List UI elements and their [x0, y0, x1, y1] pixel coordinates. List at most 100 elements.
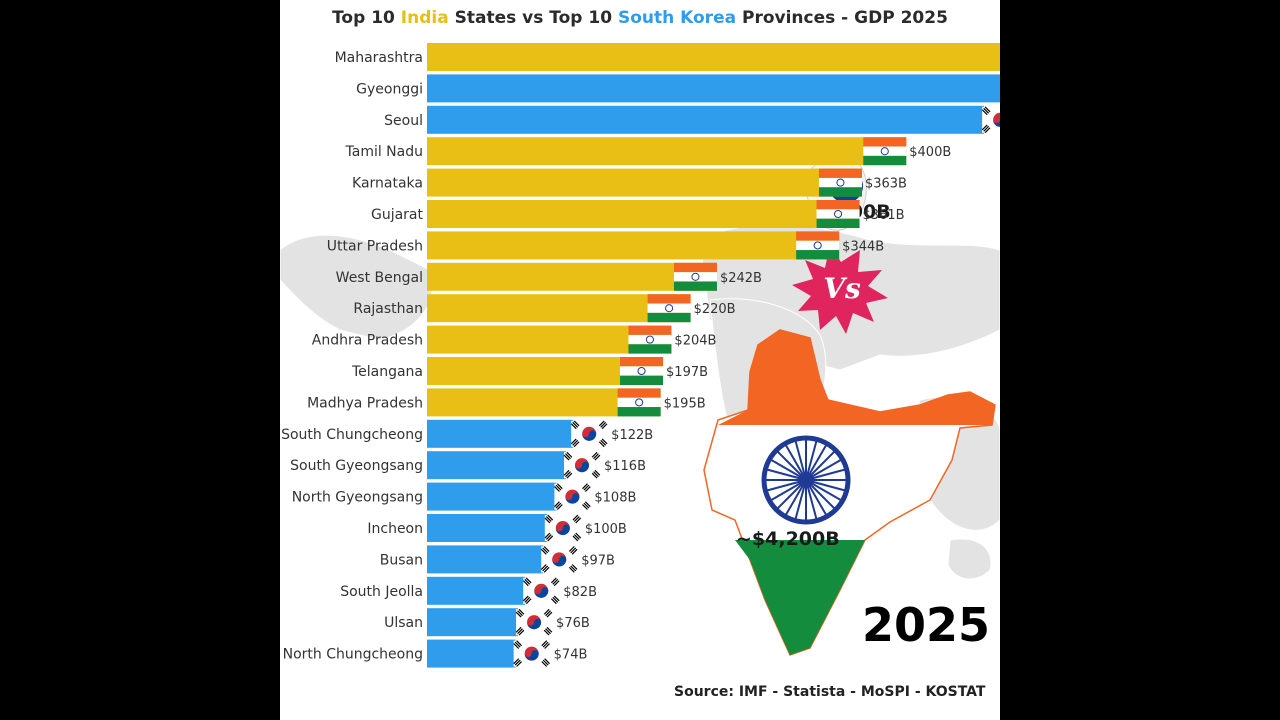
bar [427, 74, 1000, 103]
bar-row: Busan $97B [380, 545, 615, 574]
india-map [703, 329, 996, 656]
source-label: Source: IMF - Statista - MoSPI - KOSTAT [674, 684, 986, 700]
bar [427, 168, 862, 197]
bar-row: South Jeolla $82B [340, 576, 597, 605]
india-flag-icon [617, 388, 661, 417]
india-flag-icon [620, 357, 664, 385]
bar-row: Andhra Pradesh $204B [312, 325, 716, 354]
category-label: North Gyeongsang [292, 490, 423, 506]
vs-burst: Vs [792, 245, 888, 334]
chart-title: Top 10 India States vs Top 10 South Kore… [280, 8, 1000, 28]
korea-flag-icon [563, 451, 601, 479]
category-label: Telangana [351, 364, 423, 380]
category-label: Uttar Pradesh [327, 238, 423, 254]
korea-flag-icon [554, 483, 591, 510]
bar-row: Gyeonggi$504B [356, 74, 1000, 103]
bar-row: Maharashtra$550B [335, 43, 1000, 71]
india-flag-icon [816, 200, 860, 228]
bar-chart: Vs ~$1,800B ~$4,200B Maharashtra$550BGye… [280, 43, 1000, 668]
bar [427, 639, 516, 668]
bar [427, 545, 544, 574]
bar [427, 43, 1000, 71]
bar [427, 137, 907, 166]
title-korea: South Korea [617, 8, 737, 28]
india-flag-icon [818, 168, 862, 197]
value-label: $204B [674, 334, 716, 349]
bar [427, 105, 985, 134]
value-label: $82B [563, 585, 597, 600]
category-label: Seoul [384, 113, 423, 129]
india-flag-icon [796, 231, 840, 260]
title-india: India [400, 8, 449, 28]
value-label: $344B [842, 239, 884, 254]
category-label: South Jeolla [340, 584, 423, 600]
korea-flag-icon [540, 546, 578, 573]
korea-flag-icon [981, 106, 1000, 134]
chart-canvas: Vs ~$1,800B ~$4,200B Maharashtra$550BGye… [280, 0, 1000, 720]
bar [427, 262, 717, 291]
bar-row: South Gyeongsang $116B [290, 451, 646, 480]
india-flag-icon [673, 262, 717, 291]
value-label: $242B [720, 271, 762, 286]
korea-flag-icon [513, 640, 550, 667]
bar-row: North Chungcheong $74B [283, 639, 588, 668]
bar-row: South Chungcheong $122B [281, 419, 653, 448]
category-label: Gujarat [371, 207, 424, 223]
value-label: $220B [694, 302, 736, 317]
value-label: $74B [554, 648, 588, 663]
category-label: Busan [380, 552, 423, 568]
vs-text: Vs [823, 272, 861, 305]
bar-row: Rajasthan $220B [353, 294, 736, 323]
bar [427, 231, 840, 260]
value-label: $400B [909, 145, 951, 160]
value-label: $116B [604, 459, 646, 474]
india-total-label: ~$4,200B [736, 528, 840, 550]
bar-row: Incheon $100B [367, 514, 627, 542]
value-label: $363B [865, 177, 907, 192]
bar-row: Karnataka $363B [352, 168, 907, 197]
korea-flag-icon [544, 514, 582, 542]
korea-flag-icon [522, 577, 560, 605]
value-label: $122B [611, 428, 653, 443]
category-label: Andhra Pradesh [312, 333, 423, 349]
value-label: $195B [664, 396, 706, 411]
category-label: Maharashtra [335, 50, 423, 66]
bar-row: Gujarat $361B [371, 200, 905, 228]
bar [427, 576, 526, 605]
category-label: West Bengal [336, 270, 423, 286]
year-label: 2025 [862, 598, 991, 652]
bars-layer: Maharashtra$550B Gyeonggi$504BSeoul$465B T… [281, 43, 1000, 668]
korea-flag-icon [570, 420, 608, 448]
india-flag-icon [647, 294, 691, 323]
bar [427, 482, 557, 511]
value-label: $100B [585, 522, 627, 537]
category-label: Madhya Pradesh [307, 395, 423, 411]
bar-row: Telangana $197B [351, 357, 708, 385]
value-label: $361B [863, 208, 905, 223]
bar-row: Madhya Pradesh $195B [307, 388, 706, 417]
bar-row: West Bengal $242B [336, 262, 762, 291]
category-label: Ulsan [384, 615, 423, 631]
bar [427, 419, 574, 448]
category-label: South Gyeongsang [290, 458, 423, 474]
value-label: $97B [581, 553, 615, 568]
category-label: North Chungcheong [283, 647, 423, 663]
category-label: South Chungcheong [281, 427, 423, 443]
title-text-3: Provinces - GDP 2025 [736, 8, 948, 28]
value-label: $108B [594, 491, 636, 506]
india-flag-icon [863, 137, 907, 166]
category-label: Karnataka [352, 176, 423, 192]
category-label: Tamil Nadu [345, 144, 424, 160]
bar [427, 608, 519, 637]
category-label: Gyeonggi [356, 81, 423, 97]
india-flag-icon [628, 325, 672, 354]
bar [427, 294, 691, 323]
bar [427, 200, 860, 228]
bar [427, 451, 566, 480]
ashoka-chakra-icon [761, 435, 851, 525]
title-text-1: Top 10 [332, 8, 401, 28]
value-label: $76B [556, 616, 590, 631]
value-label: $197B [666, 365, 708, 380]
bar [427, 514, 547, 542]
bar-row: Uttar Pradesh $344B [327, 231, 884, 260]
